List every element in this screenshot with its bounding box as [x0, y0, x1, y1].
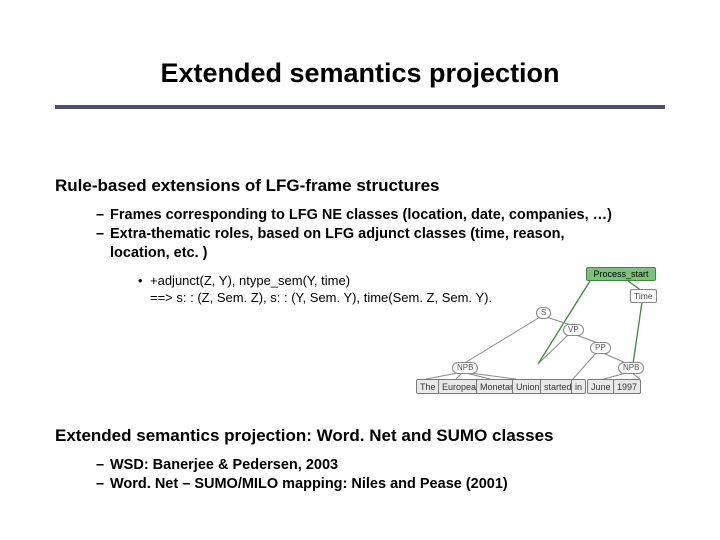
bullet-text: Word. Net – SUMO/MILO mapping: Niles and… [110, 476, 508, 492]
bullet-dash: –Frames corresponding to LFG NE classes … [96, 207, 612, 223]
word-the: The [416, 379, 440, 394]
dash-icon: – [96, 207, 110, 223]
tree-lines [418, 267, 676, 397]
section2-heading: Extended semantics projection: Word. Net… [55, 426, 553, 446]
bullet-text: WSD: Banerjee & Pedersen, 2003 [110, 457, 338, 473]
slide: Extended semantics projection Rule-based… [0, 0, 720, 540]
word-union: Union [512, 379, 544, 394]
dash-icon: – [96, 476, 110, 492]
pos-pp: PP [590, 342, 611, 354]
parse-tree-diagram: Process_start Time S VP PP NPB NPB The E… [418, 267, 676, 397]
word-june: June [587, 379, 615, 394]
word-1997: 1997 [613, 379, 641, 394]
bullet-cont: location, etc. ) [110, 245, 208, 261]
dot-icon: • [138, 273, 150, 288]
bullet-text: location, etc. ) [110, 245, 208, 261]
word-in: in [571, 379, 586, 394]
bullet-dash: –Word. Net – SUMO/MILO mapping: Niles an… [96, 476, 508, 492]
bullet-dot: •+adjunct(Z, Y), ntype_sem(Y, time) [138, 273, 350, 288]
pos-s: S [536, 307, 551, 319]
bullet-dash: –WSD: Banerjee & Pedersen, 2003 [96, 457, 338, 473]
page-title: Extended semantics projection [0, 58, 720, 89]
bullet-text: Extra-thematic roles, based on LFG adjun… [110, 226, 564, 242]
time-node: Time [630, 289, 657, 303]
process-node: Process_start [586, 267, 656, 281]
pos-npb: NPB [618, 362, 644, 374]
dash-icon: – [96, 457, 110, 473]
bullet-text: Frames corresponding to LFG NE classes (… [110, 207, 612, 223]
dash-icon: – [96, 226, 110, 242]
pos-vp: VP [563, 324, 584, 336]
pos-npb: NPB [452, 362, 478, 374]
section1-heading: Rule-based extensions of LFG-frame struc… [55, 176, 439, 196]
bullet-dash: –Extra-thematic roles, based on LFG adju… [96, 226, 564, 242]
bullet-text: +adjunct(Z, Y), ntype_sem(Y, time) [150, 273, 350, 288]
title-underline [55, 105, 665, 109]
